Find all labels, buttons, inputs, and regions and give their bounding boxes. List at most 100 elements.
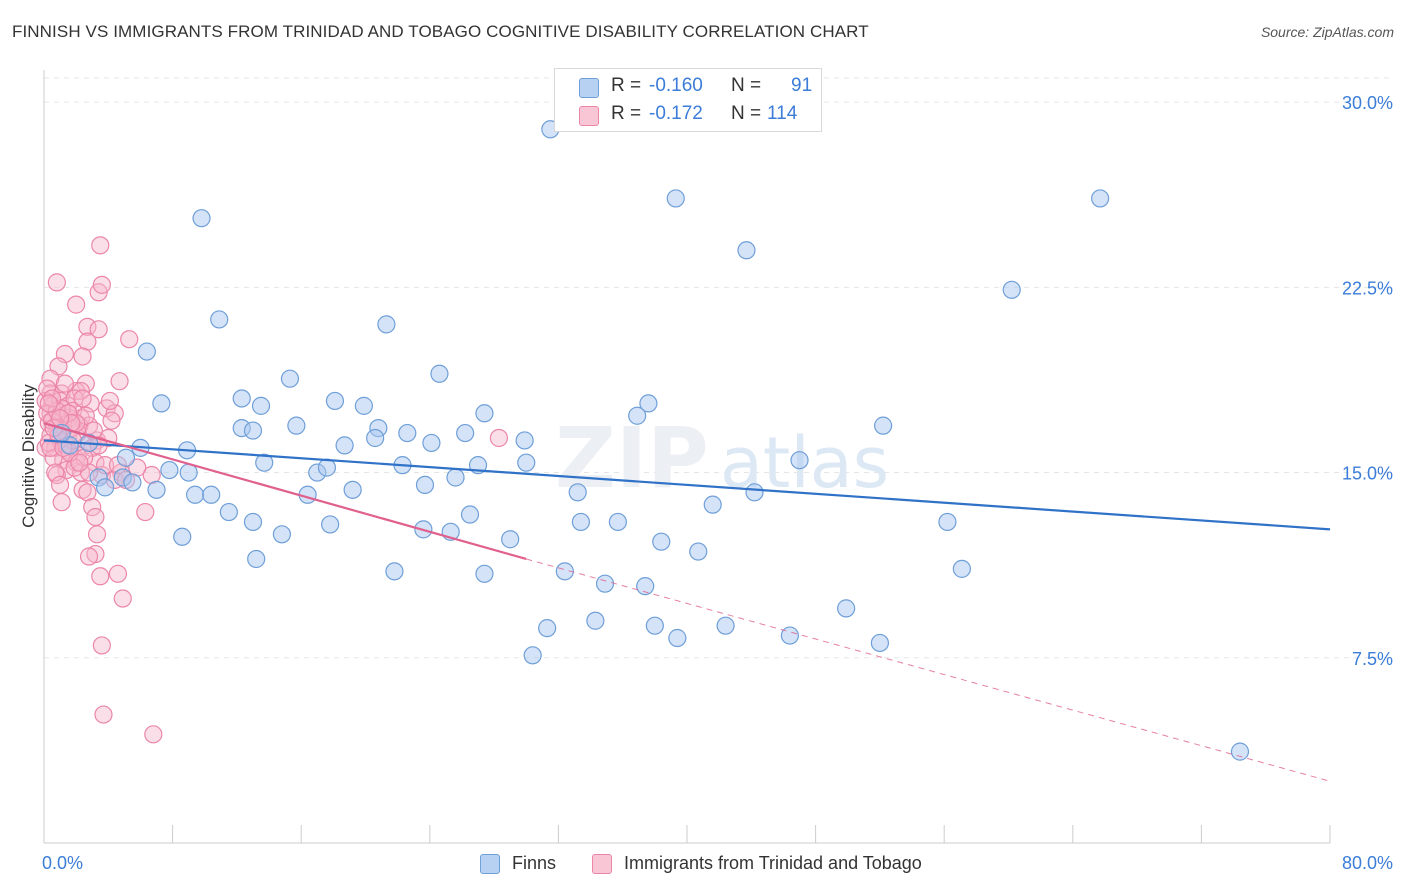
finns-point xyxy=(210,310,229,329)
finns-point xyxy=(645,616,664,635)
finns-point xyxy=(243,421,263,440)
finns-point xyxy=(255,453,274,472)
trinidad-point xyxy=(120,330,139,349)
finns-point xyxy=(251,396,271,415)
trinidad-point xyxy=(73,480,92,499)
trinidad-point xyxy=(71,381,91,401)
finns-point xyxy=(475,404,494,423)
finns-point xyxy=(247,549,266,569)
y-tick-label: 15.0% xyxy=(1342,464,1393,484)
finns-point xyxy=(523,646,542,665)
finns-point xyxy=(515,431,534,450)
trinidad-point xyxy=(489,428,509,448)
finns-point xyxy=(1091,189,1110,208)
finns-point xyxy=(501,530,520,549)
finns-point xyxy=(192,209,211,228)
finns-points-layer xyxy=(52,97,1250,761)
finns-point xyxy=(123,473,142,492)
trinidad-point xyxy=(110,372,129,391)
finns-point xyxy=(335,436,354,455)
legend-row-finns: R = -0.160 N = 91 xyxy=(555,73,821,101)
finns-point xyxy=(460,505,480,524)
bottom-finns-swatch xyxy=(480,854,500,874)
finns-point xyxy=(628,406,647,425)
finns-point xyxy=(317,458,337,477)
chart-title: FINNISH VS IMMIGRANTS FROM TRINIDAD AND … xyxy=(12,22,869,41)
finns-trend-line xyxy=(43,439,1331,531)
trinidad-point xyxy=(94,705,113,724)
finns-point xyxy=(666,189,685,208)
finns-point xyxy=(116,448,136,467)
y-tick-label: 7.5% xyxy=(1352,649,1393,669)
finns-point xyxy=(668,628,687,648)
finns-point xyxy=(608,512,627,532)
finns-n-label: N = xyxy=(731,75,767,96)
trinidad-point xyxy=(41,438,60,457)
bottom-trinidad-swatch xyxy=(592,854,612,874)
finns-point xyxy=(475,564,494,583)
finns-point xyxy=(446,468,465,487)
finns-point xyxy=(430,364,449,383)
watermark-layer: ZIPatlas xyxy=(555,409,889,507)
finns-swatch xyxy=(579,78,599,98)
trinidad-point xyxy=(67,381,86,401)
finns-point xyxy=(790,451,809,470)
finns-point xyxy=(147,480,166,499)
trinidad-point xyxy=(39,394,58,413)
finns-point xyxy=(639,394,658,413)
trinidad-n-label: N = xyxy=(731,103,767,124)
trinidad-point xyxy=(113,589,132,608)
tick-labels-layer: 7.5% 15.0% 22.5% 30.0% 0.0% 80.0% Cognitive Di… xyxy=(19,93,1393,873)
finns-r-value: -0.160 xyxy=(649,75,703,96)
finns-point xyxy=(398,423,417,443)
finns-point xyxy=(173,527,192,546)
finns-point xyxy=(952,559,971,578)
trinidad-point xyxy=(102,411,121,430)
finns-point xyxy=(745,483,764,502)
trinidad-point xyxy=(91,236,110,255)
finns-point xyxy=(716,616,735,635)
finns-point xyxy=(160,460,179,480)
finns-point xyxy=(280,369,300,388)
finns-point xyxy=(780,626,799,645)
finns-point xyxy=(95,478,115,497)
finns-point xyxy=(232,389,251,408)
finns-point xyxy=(517,453,536,472)
finns-point xyxy=(415,475,435,495)
trinidad-n-value: 114 xyxy=(767,103,798,124)
finns-point xyxy=(652,532,671,551)
trinidad-point xyxy=(50,475,70,495)
y-tick-label: 30.0% xyxy=(1342,93,1393,113)
finns-point xyxy=(186,485,205,504)
finns-point xyxy=(689,542,708,561)
finns-point xyxy=(586,611,605,630)
finns-point xyxy=(385,562,404,581)
finns-point xyxy=(703,495,722,514)
trinidad-point xyxy=(79,547,99,566)
trinidad-trend-extension xyxy=(526,558,1331,782)
bottom-trinidad-label: Immigrants from Trinidad and Tobago xyxy=(624,853,922,873)
source-label: Source: ZipAtlas.com xyxy=(1260,24,1394,40)
stats-legend: R = -0.160 N = 91 R = -0.172 N = 114 xyxy=(554,68,822,132)
trinidad-point xyxy=(91,567,110,586)
trinidad-point xyxy=(83,498,102,517)
finns-point xyxy=(870,633,890,653)
finns-point xyxy=(137,342,156,361)
trinidad-point xyxy=(89,320,108,339)
trinidad-point xyxy=(86,507,105,527)
finns-point xyxy=(321,515,340,534)
finns-point xyxy=(1230,742,1250,761)
finns-point xyxy=(737,241,756,260)
finns-point xyxy=(555,562,574,581)
finns-r-label: R = xyxy=(611,75,647,96)
trinidad-point xyxy=(78,317,97,336)
finns-point xyxy=(422,433,441,453)
finns-n-value: 91 xyxy=(791,75,813,96)
trinidad-point xyxy=(42,389,62,408)
trinidad-r-value: -0.172 xyxy=(649,103,703,124)
finns-point xyxy=(202,485,221,504)
trinidad-point xyxy=(92,636,111,655)
finns-point xyxy=(456,423,475,443)
bottom-legend-finns: Finns xyxy=(480,852,580,876)
